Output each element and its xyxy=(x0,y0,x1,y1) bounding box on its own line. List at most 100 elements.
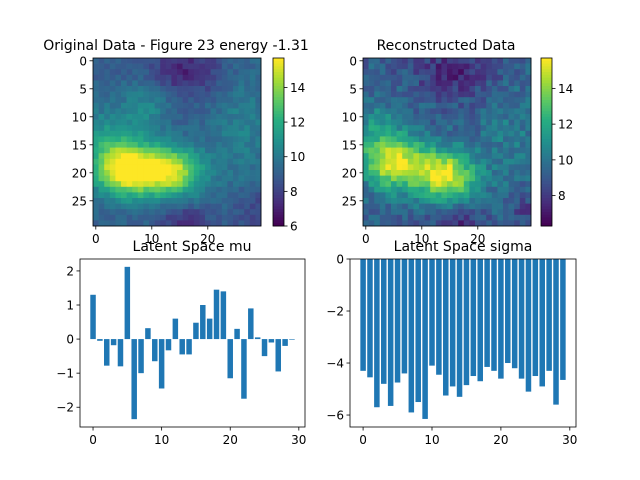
heatmap-cell xyxy=(469,220,476,227)
heatmap-cell xyxy=(182,158,189,165)
heatmap-cell xyxy=(93,209,99,216)
heatmap-cell xyxy=(115,86,122,92)
heatmap-cell xyxy=(199,214,206,221)
heatmap-cell xyxy=(519,170,526,176)
colorbar-segment xyxy=(273,170,284,174)
heatmap-cell xyxy=(132,164,139,171)
x-tick-label: 10 xyxy=(144,232,159,246)
heatmap-cell xyxy=(525,80,532,87)
heatmap-cell xyxy=(413,86,420,92)
bar xyxy=(213,289,220,340)
heatmap-cell xyxy=(137,192,144,199)
heatmap-cell xyxy=(205,69,211,76)
heatmap-cell xyxy=(149,80,155,87)
heatmap-cell xyxy=(182,125,189,132)
heatmap-cell xyxy=(497,170,504,176)
heatmap-cell xyxy=(137,153,144,160)
heatmap-cell xyxy=(486,147,493,154)
colorbar-segment xyxy=(273,116,284,120)
heatmap-cell xyxy=(413,198,420,204)
heatmap-cell xyxy=(469,198,476,204)
heatmap-cell xyxy=(238,203,245,210)
heatmap-cell xyxy=(469,136,476,143)
heatmap-cell xyxy=(407,147,414,154)
heatmap-cell xyxy=(98,58,105,64)
heatmap-cell xyxy=(227,203,234,210)
y-tick-label: −1 xyxy=(56,367,74,381)
heatmap-cell xyxy=(519,102,526,109)
heatmap-cell xyxy=(121,192,127,199)
heatmap-cell xyxy=(98,63,105,70)
heatmap-cell xyxy=(216,147,223,154)
heatmap-cell xyxy=(525,69,532,76)
heatmap-cell xyxy=(441,63,448,70)
heatmap-cell xyxy=(109,74,116,81)
heatmap-cell xyxy=(210,214,217,221)
heatmap-cell xyxy=(154,114,161,120)
heatmap-cell xyxy=(458,209,465,216)
heatmap-cell xyxy=(503,130,509,137)
colorbar-segment xyxy=(541,153,552,157)
heatmap-cell xyxy=(413,220,420,227)
heatmap-cell xyxy=(126,164,133,171)
heatmap-cell xyxy=(452,203,459,210)
heatmap-cell xyxy=(374,63,381,70)
heatmap-cell xyxy=(519,158,526,165)
heatmap-cell xyxy=(216,170,223,176)
heatmap-cell xyxy=(188,114,195,120)
heatmap-cell xyxy=(385,164,392,171)
heatmap-cell xyxy=(441,58,448,64)
heatmap-cell xyxy=(497,91,504,98)
heatmap-cell xyxy=(469,181,476,188)
heatmap-cell xyxy=(182,130,189,137)
heatmap-cell xyxy=(463,102,470,109)
x-tick-label: 30 xyxy=(562,433,577,447)
heatmap-cell xyxy=(98,136,105,143)
heatmap-cell xyxy=(132,97,139,104)
bar xyxy=(532,259,539,377)
heatmap-cell xyxy=(210,158,217,165)
bar xyxy=(360,259,366,371)
heatmap-cell xyxy=(149,69,155,76)
heatmap-cell xyxy=(233,164,239,171)
heatmap-cell xyxy=(227,198,234,204)
heatmap-cell xyxy=(424,108,431,115)
colorbar-segment xyxy=(273,217,284,221)
heatmap-cell xyxy=(132,203,139,210)
heatmap-cell xyxy=(182,63,189,70)
heatmap-cell xyxy=(503,198,509,204)
heatmap-cell xyxy=(137,108,144,115)
heatmap-cell xyxy=(177,147,183,154)
heatmap-cell xyxy=(143,136,150,143)
heatmap-cell xyxy=(244,220,251,227)
colorbar-segment xyxy=(273,91,284,95)
heatmap-cell xyxy=(182,136,189,143)
heatmap-cell xyxy=(430,58,437,64)
heatmap-cell xyxy=(368,214,375,221)
bar xyxy=(525,259,532,392)
heatmap-cell xyxy=(363,203,369,210)
heatmap-cell xyxy=(402,69,409,76)
heatmap-cell xyxy=(109,108,116,115)
heatmap-cell xyxy=(177,214,183,221)
heatmap-cell xyxy=(221,58,228,64)
colorbar-segment xyxy=(541,200,552,204)
heatmap-cell xyxy=(216,80,223,87)
heatmap-cell xyxy=(165,125,172,132)
heatmap-cell xyxy=(165,74,172,81)
heatmap-cell xyxy=(121,119,127,126)
heatmap-cell xyxy=(491,125,498,132)
heatmap-cell xyxy=(227,192,234,199)
heatmap-cell xyxy=(391,203,397,210)
heatmap-cell xyxy=(115,158,122,165)
heatmap-cell xyxy=(255,164,262,171)
heatmap-cell xyxy=(491,74,498,81)
heatmap-cell xyxy=(210,114,217,120)
heatmap-cell xyxy=(441,130,448,137)
heatmap-cell xyxy=(233,102,239,109)
heatmap-cell xyxy=(508,63,515,70)
heatmap-cell xyxy=(199,97,206,104)
heatmap-cell xyxy=(137,181,144,188)
y-tick-label: −2 xyxy=(326,305,344,319)
colorbar-segment xyxy=(273,66,284,70)
